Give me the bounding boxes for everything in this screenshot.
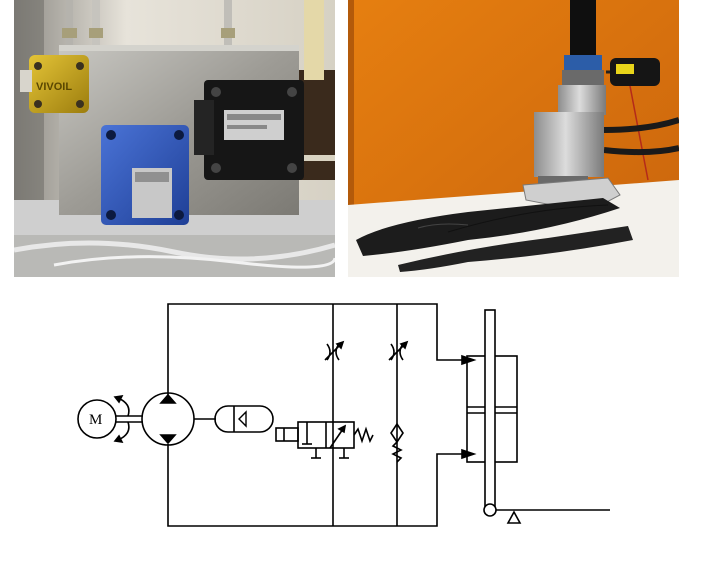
throttle-valve-right [388,340,409,361]
motor-label: M [89,412,102,428]
prosthetic-ankle-foot-photo [348,0,679,277]
throttle-valve-left [324,340,345,361]
solenoid-directional-valve [275,421,374,459]
valve-brand-text: VIVOIL [36,81,72,93]
hydraulic-pump [141,392,195,446]
pressure-line [167,303,467,396]
hydraulic-valve-manifold-photo: VIVOIL [14,0,335,277]
relief-valve [390,422,404,463]
accumulator [214,405,274,433]
electric-motor: M [77,394,143,444]
hydraulic-circuit-schematic: M [77,303,610,527]
hydraulic-cylinder [461,309,610,524]
return-line [167,444,467,527]
